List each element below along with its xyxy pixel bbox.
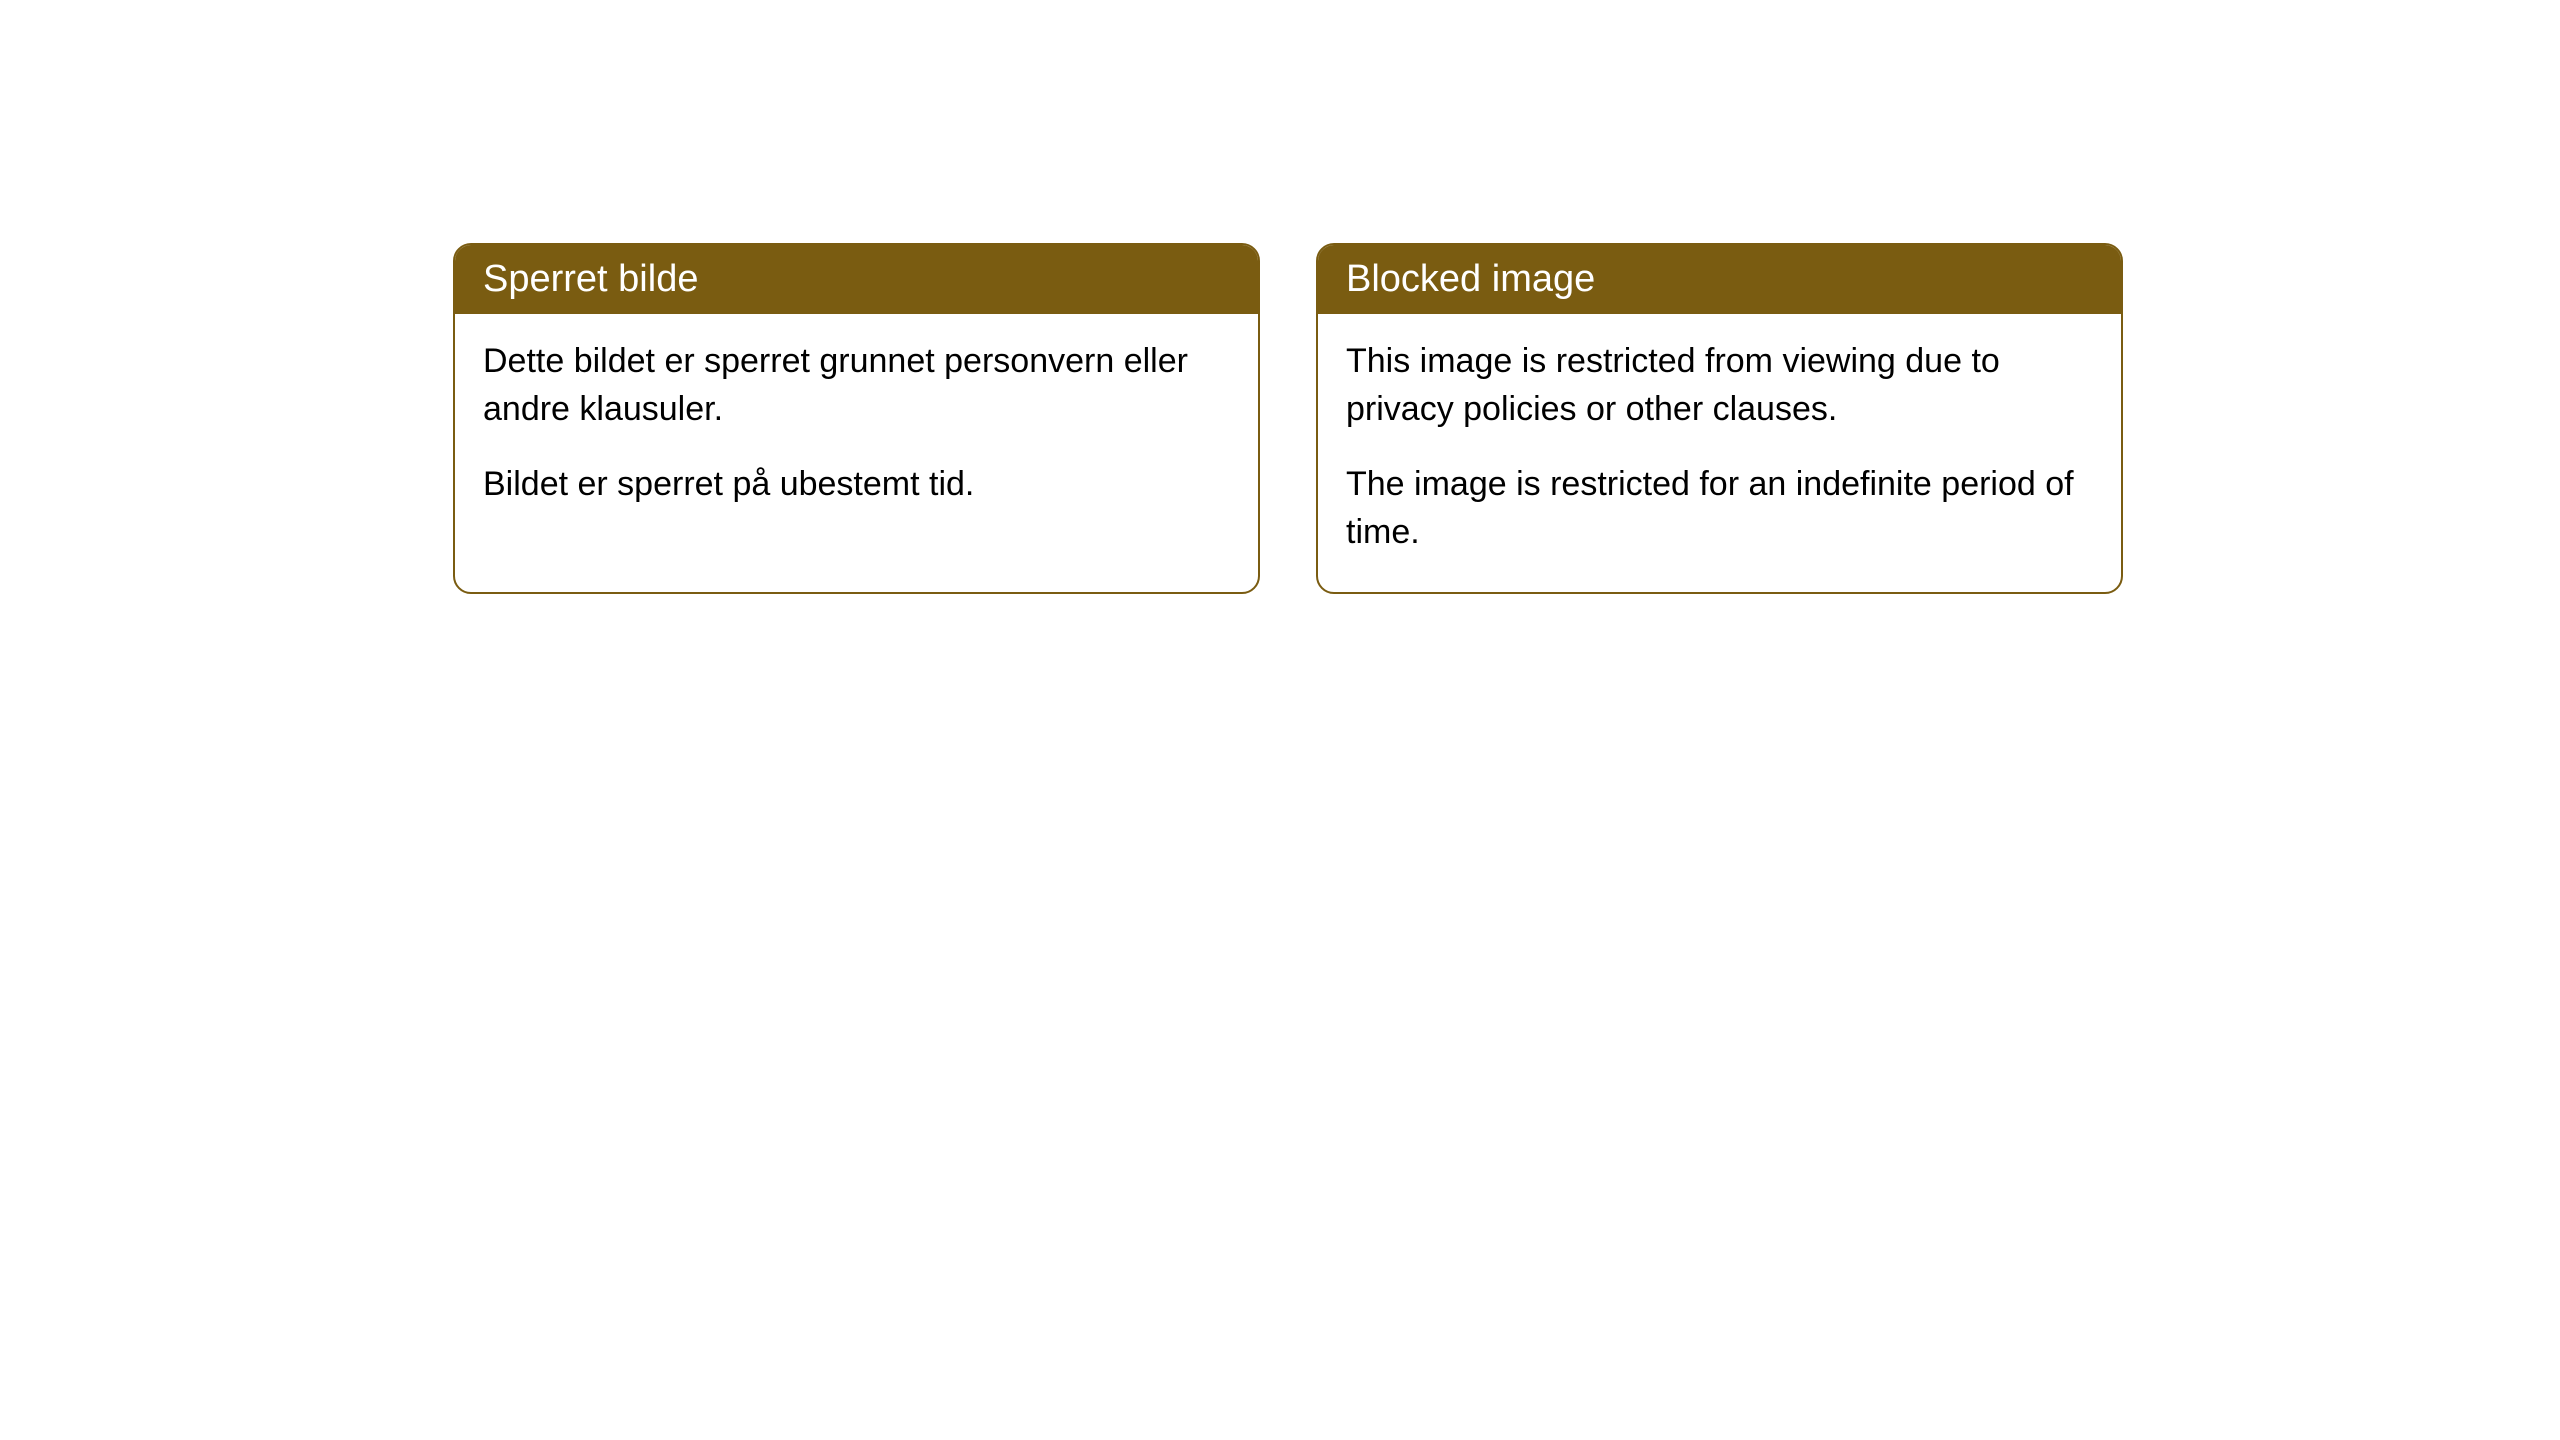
notice-paragraph: Bildet er sperret på ubestemt tid.	[483, 461, 1230, 509]
card-body: This image is restricted from viewing du…	[1318, 314, 2121, 592]
notice-card-english: Blocked image This image is restricted f…	[1316, 243, 2123, 594]
notice-paragraph: The image is restricted for an indefinit…	[1346, 461, 2093, 556]
card-header: Sperret bilde	[455, 245, 1258, 314]
card-body: Dette bildet er sperret grunnet personve…	[455, 314, 1258, 545]
notice-card-norwegian: Sperret bilde Dette bildet er sperret gr…	[453, 243, 1260, 594]
card-header: Blocked image	[1318, 245, 2121, 314]
notice-paragraph: This image is restricted from viewing du…	[1346, 338, 2093, 433]
card-title: Blocked image	[1346, 258, 1595, 300]
notice-paragraph: Dette bildet er sperret grunnet personve…	[483, 338, 1230, 433]
notice-cards-container: Sperret bilde Dette bildet er sperret gr…	[453, 243, 2123, 594]
card-title: Sperret bilde	[483, 258, 698, 300]
